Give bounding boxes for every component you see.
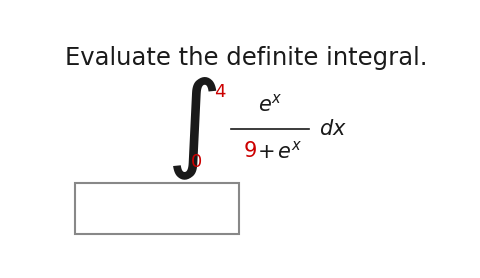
Text: $\mathit{9}$: $\mathit{9}$ [243, 141, 257, 161]
Text: $+ \, e^x$: $+ \, e^x$ [257, 140, 302, 162]
Text: $\int$: $\int$ [167, 75, 218, 182]
Text: $dx$: $dx$ [319, 119, 347, 139]
Text: $\mathit{4}$: $\mathit{4}$ [214, 83, 226, 101]
Text: $\mathit{0}$: $\mathit{0}$ [190, 153, 202, 171]
Text: $e^x$: $e^x$ [258, 93, 283, 115]
Bar [75, 183, 239, 234]
Text: Evaluate the definite integral.: Evaluate the definite integral. [65, 46, 427, 70]
